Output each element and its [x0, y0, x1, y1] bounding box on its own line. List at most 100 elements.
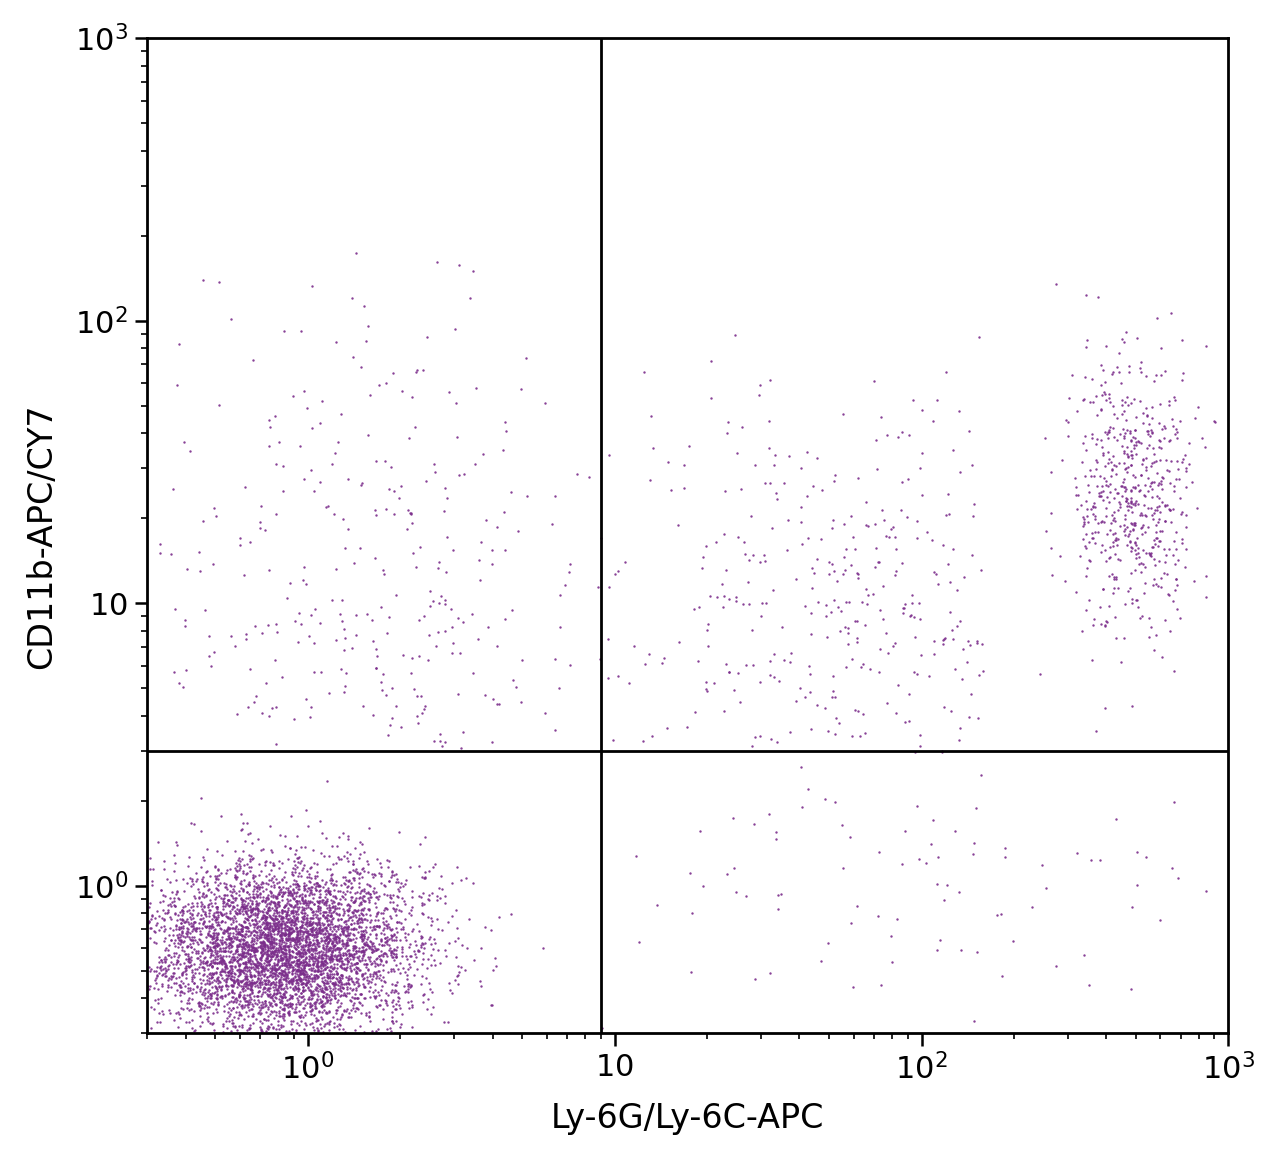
Point: [260, 817, 280, 835]
Point: [252, 882, 273, 900]
Point: [1115, 480, 1135, 499]
Point: [319, 977, 339, 995]
Point: [234, 478, 255, 496]
Point: [244, 909, 265, 928]
Point: [280, 945, 301, 964]
Point: [1108, 492, 1129, 510]
Point: [470, 971, 490, 989]
Point: [351, 927, 371, 945]
Point: [1120, 979, 1140, 998]
Point: [452, 936, 472, 955]
Point: [292, 974, 312, 993]
Point: [445, 393, 466, 412]
Point: [353, 942, 374, 960]
Point: [268, 916, 288, 935]
Point: [205, 893, 225, 912]
Point: [266, 909, 287, 928]
Point: [289, 956, 310, 974]
Point: [243, 960, 264, 979]
Point: [296, 892, 316, 911]
Point: [253, 965, 274, 984]
Point: [1143, 473, 1164, 492]
Point: [387, 922, 407, 941]
Point: [228, 971, 248, 989]
Point: [352, 943, 372, 962]
Point: [172, 965, 192, 984]
Point: [937, 554, 957, 573]
Point: [269, 970, 289, 988]
Point: [283, 889, 303, 907]
Point: [352, 995, 372, 1014]
Point: [932, 635, 952, 653]
Point: [1073, 434, 1093, 452]
Point: [439, 974, 460, 993]
Point: [389, 989, 410, 1008]
Point: [292, 999, 312, 1017]
Point: [297, 817, 317, 835]
Point: [237, 973, 257, 992]
Point: [916, 523, 937, 542]
Point: [786, 691, 806, 710]
Point: [247, 894, 268, 913]
Point: [319, 684, 339, 703]
Point: [306, 907, 326, 926]
Point: [300, 925, 320, 943]
Point: [371, 865, 392, 884]
Point: [1110, 498, 1130, 516]
Point: [1071, 452, 1092, 471]
Point: [326, 964, 347, 983]
Point: [392, 1005, 412, 1023]
Point: [332, 951, 352, 970]
Point: [212, 986, 233, 1005]
Point: [296, 575, 316, 594]
Point: [246, 934, 266, 952]
Point: [1160, 474, 1180, 493]
Point: [234, 974, 255, 993]
Point: [352, 835, 372, 854]
Point: [172, 911, 192, 929]
Point: [1148, 536, 1169, 554]
Point: [388, 959, 408, 978]
Point: [154, 1005, 174, 1023]
Point: [278, 995, 298, 1014]
Point: [183, 930, 204, 949]
Point: [1121, 538, 1142, 557]
Point: [233, 931, 253, 950]
Point: [248, 963, 269, 981]
Point: [401, 901, 421, 920]
Point: [310, 898, 330, 916]
Point: [253, 907, 274, 926]
Point: [224, 907, 244, 926]
Point: [269, 1016, 289, 1035]
Point: [197, 1008, 218, 1027]
Point: [195, 986, 215, 1005]
Point: [276, 956, 297, 974]
Point: [324, 947, 344, 965]
Point: [1129, 481, 1149, 500]
Point: [397, 983, 417, 1001]
Point: [279, 1002, 300, 1021]
Point: [247, 969, 268, 987]
Point: [1102, 362, 1123, 380]
Point: [273, 951, 293, 970]
Point: [206, 954, 227, 972]
Point: [311, 914, 332, 933]
Point: [310, 964, 330, 983]
Point: [238, 1001, 259, 1020]
Point: [335, 969, 356, 987]
Point: [239, 985, 260, 1003]
Point: [1083, 498, 1103, 516]
Point: [241, 1000, 261, 1018]
Point: [264, 893, 284, 912]
Point: [196, 886, 216, 905]
Point: [192, 1013, 212, 1031]
Point: [302, 984, 323, 1002]
Point: [301, 989, 321, 1008]
Point: [160, 931, 180, 950]
Point: [187, 935, 207, 954]
Point: [257, 938, 278, 957]
Point: [159, 969, 179, 987]
Point: [223, 971, 243, 989]
Point: [308, 922, 329, 941]
Point: [288, 962, 308, 980]
